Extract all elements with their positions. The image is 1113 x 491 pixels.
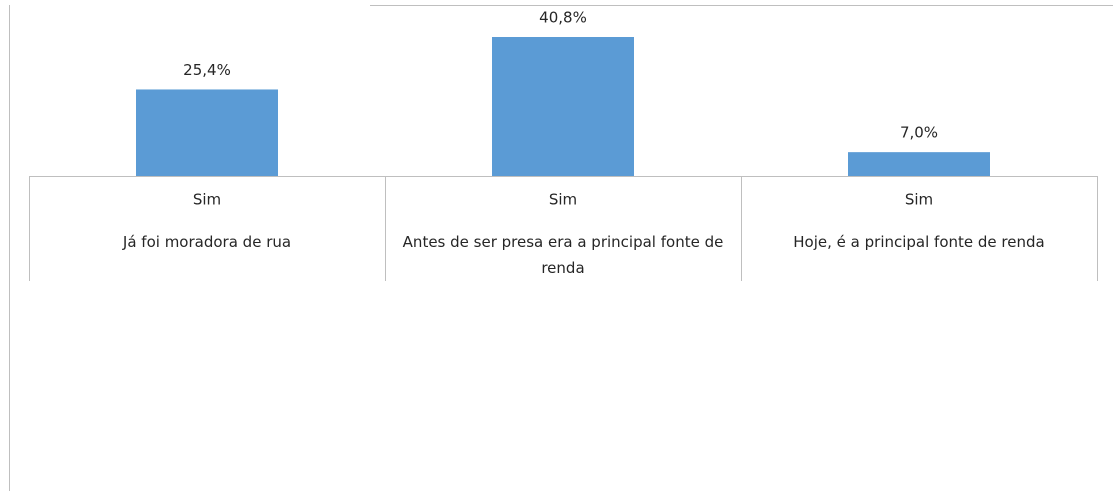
category-group-label: Já foi moradora de rua: [122, 233, 292, 251]
x-tick-label: Sim: [905, 191, 933, 209]
category-group-label: Hoje, é a principal fonte de renda: [793, 233, 1045, 251]
x-tick-label: Sim: [549, 191, 577, 209]
data-label: 25,4%: [183, 61, 231, 79]
x-tick-label: Sim: [193, 191, 221, 209]
category-group-label: Antes de ser presa era a principal fonte…: [402, 233, 724, 277]
bar: [848, 152, 990, 176]
data-label: 40,8%: [539, 9, 587, 27]
bar: [492, 37, 634, 176]
bar: [136, 89, 278, 176]
data-label: 7,0%: [900, 124, 938, 142]
